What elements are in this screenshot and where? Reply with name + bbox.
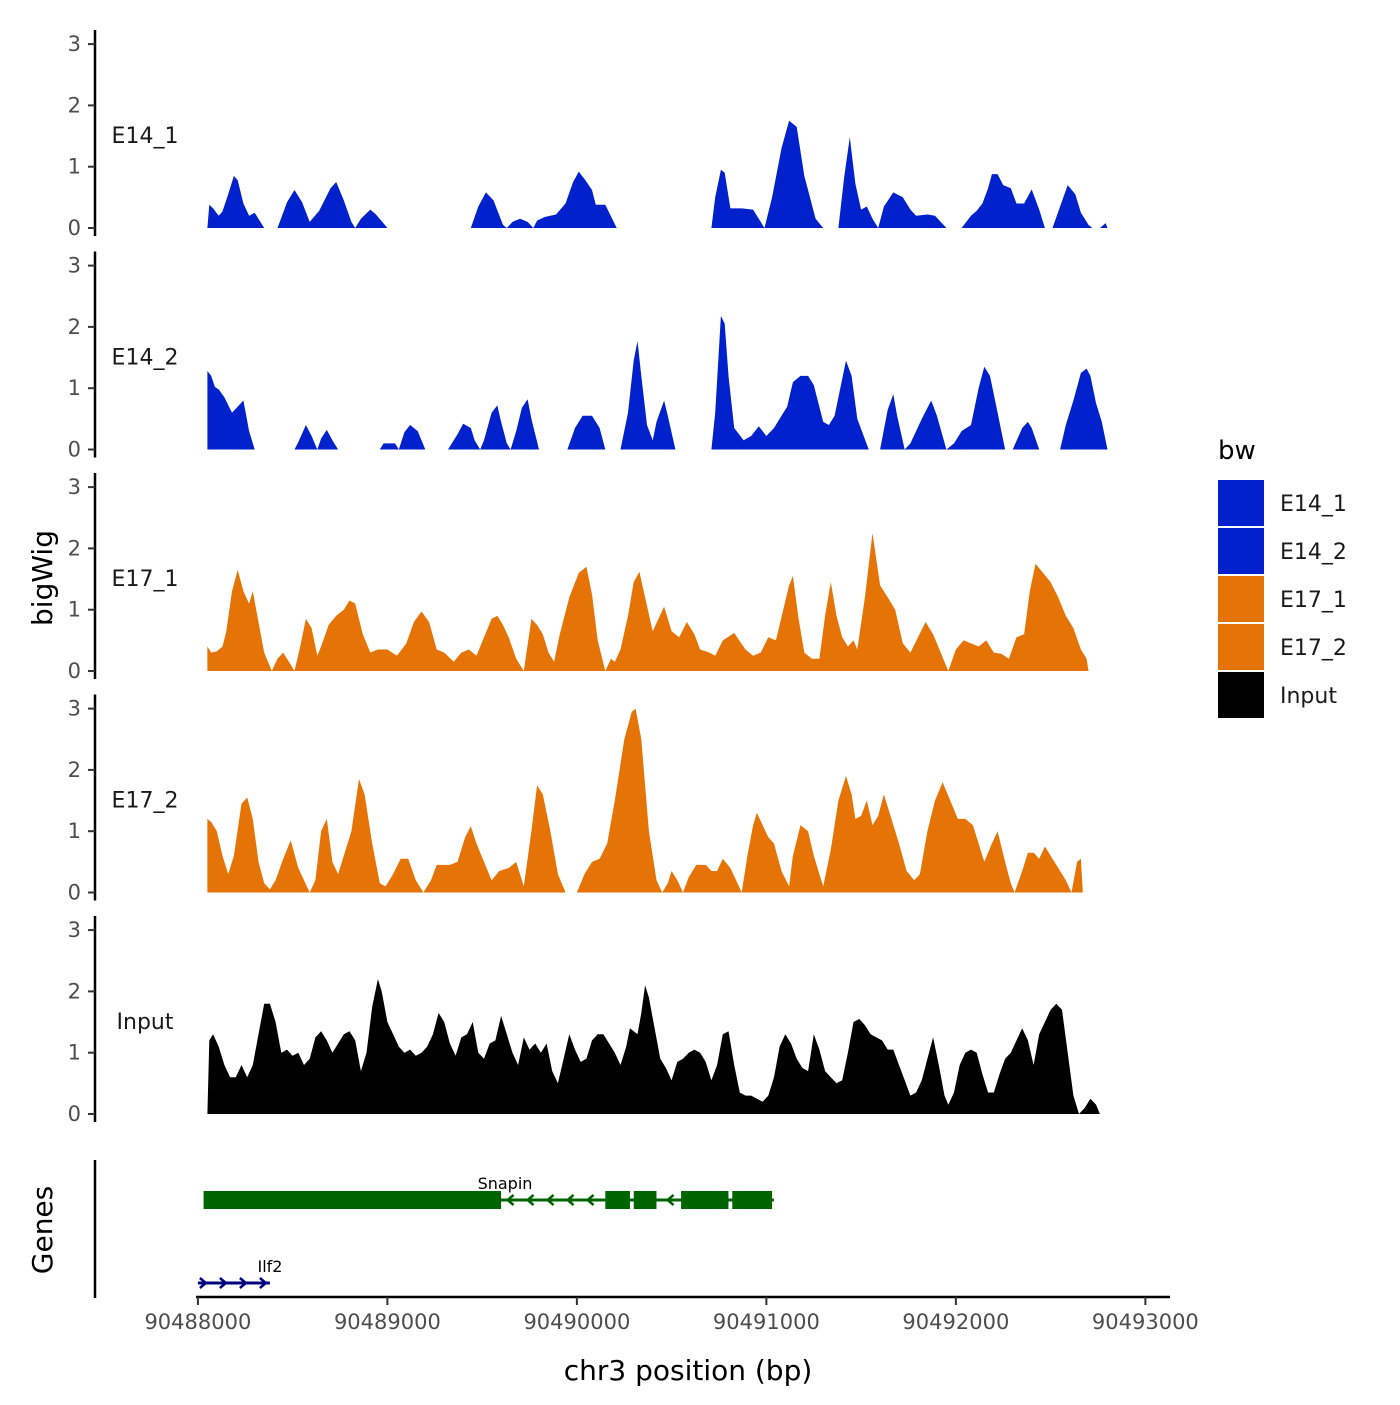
y-tick-label: 1 bbox=[68, 376, 81, 400]
track-label: E17_2 bbox=[112, 789, 179, 814]
legend-title: bw bbox=[1218, 436, 1256, 466]
legend-label: E17_2 bbox=[1280, 636, 1347, 661]
legend-label: E17_1 bbox=[1280, 588, 1347, 613]
y-tick-label: 0 bbox=[68, 881, 81, 905]
exon-block bbox=[633, 1191, 657, 1209]
y-tick-label: 0 bbox=[68, 659, 81, 683]
strand-arrow bbox=[565, 1194, 575, 1206]
x-tick-label: 90490000 bbox=[523, 1310, 630, 1334]
strand-arrow bbox=[219, 1277, 228, 1289]
y-tick-label: 3 bbox=[68, 475, 81, 499]
y-tick-label: 2 bbox=[68, 979, 81, 1003]
legend-label: E14_2 bbox=[1280, 540, 1347, 565]
legend-swatch bbox=[1218, 624, 1264, 670]
strand-arrow bbox=[259, 1277, 268, 1289]
gene-track: Snapin Ilf2 bbox=[93, 1160, 774, 1298]
strand-arrow bbox=[665, 1194, 675, 1206]
y-tick-label: 2 bbox=[68, 536, 81, 560]
strand-arrow bbox=[199, 1277, 208, 1289]
y-tick-label: 3 bbox=[68, 254, 81, 278]
x-axis: 90488000 90489000 90490000 90491000 90492000… bbox=[144, 1295, 1199, 1334]
signal-area-input bbox=[207, 979, 1100, 1114]
y-tick-label: 2 bbox=[68, 758, 81, 782]
legend: bw E14_1 E14_2 E17_1 E17_2 Input bbox=[1218, 436, 1347, 718]
genes-panel-title: Genes bbox=[26, 1186, 59, 1274]
strand-arrow bbox=[525, 1194, 535, 1206]
track-label: E14_1 bbox=[112, 124, 179, 149]
legend-swatch bbox=[1218, 576, 1264, 622]
legend-swatch bbox=[1218, 528, 1264, 574]
y-tick-label: 0 bbox=[68, 216, 81, 240]
legend-swatch bbox=[1218, 480, 1264, 526]
signal-area-e14-2 bbox=[207, 315, 1108, 450]
track-label: E14_2 bbox=[112, 346, 179, 371]
strand-arrow bbox=[585, 1194, 595, 1206]
y-tick-label: 1 bbox=[68, 598, 81, 622]
y-axis-title: bigWig bbox=[26, 530, 59, 626]
track-label: E17_1 bbox=[112, 567, 179, 592]
y-tick-label: 0 bbox=[68, 438, 81, 462]
y-tick-label: 2 bbox=[68, 315, 81, 339]
exon-block bbox=[203, 1191, 502, 1209]
x-tick-label: 90493000 bbox=[1092, 1310, 1199, 1334]
track-e14-2: 0 1 2 3 E14_2 bbox=[68, 251, 1108, 462]
x-tick-label: 90491000 bbox=[713, 1310, 820, 1334]
y-tick-label: 1 bbox=[68, 155, 81, 179]
track-label: Input bbox=[117, 1010, 174, 1035]
exon-block bbox=[681, 1191, 729, 1209]
legend-label: E14_1 bbox=[1280, 492, 1347, 517]
strand-arrow bbox=[505, 1194, 515, 1206]
y-tick-label: 3 bbox=[68, 918, 81, 942]
legend-item-input: Input bbox=[1218, 672, 1337, 718]
strand-arrow bbox=[545, 1194, 555, 1206]
gene-label: Ilf2 bbox=[258, 1257, 283, 1276]
x-axis-title: chr3 position (bp) bbox=[564, 1354, 813, 1387]
y-tick-label: 0 bbox=[68, 1102, 81, 1126]
gene-ilf2: Ilf2 bbox=[197, 1257, 283, 1289]
signal-area-e14-1 bbox=[207, 120, 1108, 228]
strand-arrow bbox=[239, 1277, 248, 1289]
exon-block bbox=[732, 1191, 773, 1209]
gene-snapin: Snapin bbox=[203, 1174, 774, 1209]
y-tick-label: 2 bbox=[68, 93, 81, 117]
legend-item-e17-1: E17_1 bbox=[1218, 576, 1347, 622]
signal-area-e17-2 bbox=[207, 708, 1083, 893]
signal-tracks: 0 1 2 3 E14_1 0 1 2 3 E14_2 0 1 2 3 E17_1 0 1 2 3 E17_2 0 1 2 3… bbox=[68, 30, 1108, 1126]
exon-block bbox=[605, 1191, 630, 1209]
track-input: 0 1 2 3 Input bbox=[68, 916, 1100, 1126]
x-tick-label: 90489000 bbox=[334, 1310, 441, 1334]
signal-area-e17-1 bbox=[207, 533, 1089, 671]
legend-item-e14-2: E14_2 bbox=[1218, 528, 1347, 574]
y-tick-label: 1 bbox=[68, 1041, 81, 1065]
track-e17-1: 0 1 2 3 E17_1 bbox=[68, 473, 1089, 683]
legend-label: Input bbox=[1280, 684, 1337, 709]
gene-label: Snapin bbox=[478, 1174, 533, 1193]
y-tick-label: 3 bbox=[68, 32, 81, 56]
y-tick-label: 1 bbox=[68, 819, 81, 843]
track-e17-2: 0 1 2 3 E17_2 bbox=[68, 694, 1083, 905]
x-tick-label: 90492000 bbox=[902, 1310, 1009, 1334]
track-e14-1: 0 1 2 3 E14_1 bbox=[68, 30, 1108, 240]
x-tick-label: 90488000 bbox=[144, 1310, 251, 1334]
y-tick-label: 3 bbox=[68, 697, 81, 721]
legend-item-e14-1: E14_1 bbox=[1218, 480, 1347, 526]
legend-item-e17-2: E17_2 bbox=[1218, 624, 1347, 670]
legend-swatch bbox=[1218, 672, 1264, 718]
